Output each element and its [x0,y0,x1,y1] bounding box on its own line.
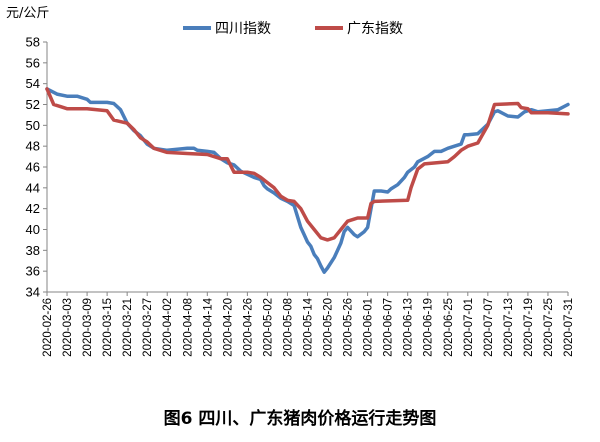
x-tick-label: 2020-04-02 [162,298,174,357]
x-tick-label: 2020-03-21 [122,298,134,357]
y-unit-label: 元/公斤 [6,6,49,21]
y-tick-label: 56 [26,55,40,70]
x-tick-label: 2020-04-20 [222,298,234,357]
figure-caption: 图6 四川、广东猪肉价格运行走势图 [163,409,437,429]
x-axis-ticks: 2020-02-26 2020-03-03 2020-03-09 2020-03-15… [42,292,575,357]
y-tick-label: 50 [26,118,40,133]
y-tick-label: 58 [26,35,40,50]
x-tick-label: 2020-04-14 [202,297,214,356]
y-tick-label: 44 [26,180,40,195]
x-tick-label: 2020-05-26 [343,298,355,357]
y-tick-label: 40 [26,222,40,237]
x-tick-label: 2020-03-27 [142,298,154,357]
x-tick-label: 2020-07-13 [503,298,515,357]
x-tick-label: 2020-05-08 [282,298,294,357]
x-tick-label: 2020-05-14 [303,297,315,356]
legend: 四川指数 广东指数 [183,21,403,37]
x-tick-label: 2020-06-25 [443,298,455,357]
x-tick-label: 2020-05-20 [323,298,335,357]
y-tick-label: 52 [26,97,40,112]
line-chart: 元/公斤 四川指数 广东指数 34 36 38 40 42 44 46 48 50 52 54 56 5… [6,6,575,357]
x-tick-label: 2020-03-09 [82,298,94,357]
x-tick-label: 2020-06-07 [383,298,395,357]
x-tick-label: 2020-03-15 [102,298,114,357]
x-tick-label: 2020-07-25 [543,298,555,357]
y-tick-label: 36 [26,264,40,279]
axes [46,42,568,293]
x-tick-label: 2020-07-31 [563,298,575,357]
x-tick-label: 2020-06-13 [403,298,415,357]
y-tick-label: 42 [26,201,40,216]
x-tick-label: 2020-05-02 [262,298,274,357]
legend-label-guangdong: 广东指数 [347,21,403,37]
y-tick-label: 34 [26,285,40,300]
y-axis-ticks: 34 36 38 40 42 44 46 48 50 52 54 56 58 [26,35,47,300]
x-tick-label: 2020-07-01 [463,298,475,357]
y-tick-label: 46 [26,160,40,175]
x-tick-label: 2020-04-26 [242,298,254,357]
x-tick-label: 2020-07-07 [483,298,495,357]
x-tick-label: 2020-03-03 [62,298,74,357]
x-tick-label: 2020-06-19 [423,298,435,357]
y-tick-label: 48 [26,139,40,154]
x-tick-label: 2020-07-19 [523,298,535,357]
legend-label-sichuan: 四川指数 [215,21,271,37]
x-tick-label: 2020-02-26 [42,298,54,357]
x-tick-label: 2020-04-08 [182,298,194,357]
series-line-guangdong [45,87,570,242]
series-lines [45,87,570,274]
y-tick-label: 38 [26,243,40,258]
x-tick-label: 2020-06-01 [363,298,375,357]
y-tick-label: 54 [26,76,40,91]
